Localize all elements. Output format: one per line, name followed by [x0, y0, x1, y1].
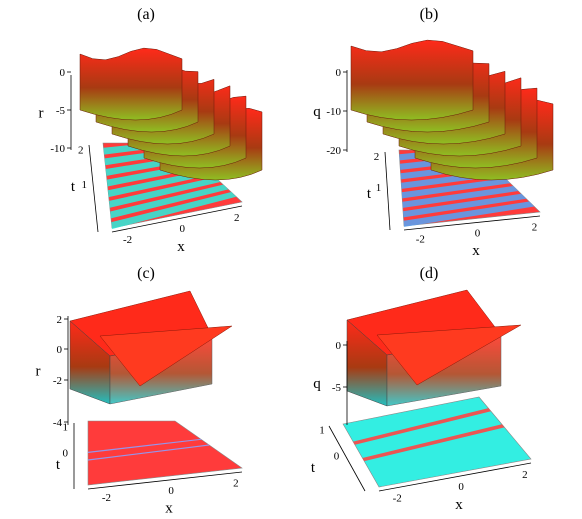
t-tick-label: 1 — [319, 424, 325, 436]
contour-plane — [87, 420, 243, 486]
contour-stripe — [403, 193, 527, 218]
x-tick-label: 2 — [234, 212, 240, 224]
x-tick-label: -2 — [123, 234, 132, 246]
t-axis-label: t — [367, 186, 372, 202]
surface-ridge — [79, 47, 183, 121]
z-axis: 0 -10 -20 — [326, 67, 348, 157]
contour-stripe — [88, 444, 210, 461]
panel-d: (d) 0 -5 q 0 1 t -2 0 2 x — [291, 259, 582, 518]
z-tick-label: 2 — [57, 314, 63, 326]
surface-ridge — [350, 39, 474, 121]
t-tick-label: 2 — [374, 151, 380, 163]
x-tick-label: 0 — [168, 485, 174, 497]
x-axis-line — [378, 462, 532, 492]
x-axis-label: x — [165, 501, 173, 517]
contour-stripe — [110, 184, 229, 219]
x-tick-label: 0 — [475, 227, 481, 239]
x-tick-label: 0 — [179, 223, 185, 235]
x-axis: -2 0 2 — [111, 205, 243, 246]
x-axis-line — [111, 205, 243, 233]
z-tick-label: 0 — [60, 67, 66, 79]
x-axis-line — [403, 215, 541, 231]
panel-a: (a) 0 -5 -10 r 1 2 t -2 0 2 x — [0, 0, 291, 259]
panel-b: (b) 0 -10 -20 q 1 2 t -2 0 2 x — [291, 0, 582, 259]
panel-c: (c) 2 0 -2 -4 r 0 1 t -2 0 2 x — [0, 259, 291, 518]
surface — [350, 39, 554, 181]
z-axis-label: q — [313, 104, 321, 120]
t-axis-line — [328, 425, 366, 492]
contour-stripe — [353, 408, 491, 445]
surface — [69, 290, 233, 405]
z-axis-label: r — [39, 106, 44, 122]
z-axis: 2 0 -2 -4 — [53, 314, 69, 429]
t-axis-line — [384, 151, 391, 231]
contour-stripe — [88, 438, 202, 453]
contour-stripe — [402, 186, 519, 208]
surface-tilted-plane — [99, 325, 233, 387]
z-tick-label: -5 — [56, 105, 66, 117]
t-axis: 12 — [78, 144, 99, 233]
x-tick-label: 0 — [458, 481, 464, 493]
t-axis-label: t — [311, 460, 316, 476]
z-tick-label: 0 — [57, 344, 63, 356]
panel-label: (a) — [137, 6, 155, 23]
t-axis-line — [88, 144, 99, 233]
z-tick-label: -2 — [53, 375, 62, 387]
x-axis: -2 0 2 — [87, 471, 243, 504]
surface — [346, 289, 522, 407]
t-tick-label: 1 — [63, 421, 69, 433]
t-tick-label: 1 — [82, 179, 88, 191]
z-tick-label: 0 — [336, 340, 342, 352]
x-tick-label: -2 — [102, 492, 111, 504]
z-tick-label: 0 — [336, 67, 342, 79]
contour-fill — [87, 420, 243, 486]
z-axis: 0 -5 — [332, 340, 348, 425]
contour-stripe — [401, 178, 511, 199]
x-axis-label: x — [455, 497, 463, 513]
t-axis-label: t — [56, 457, 61, 473]
surface-tilted-plane — [376, 324, 522, 386]
x-axis-label: x — [472, 243, 480, 259]
x-tick-label: -2 — [416, 233, 425, 245]
z-tick-label: -20 — [326, 145, 341, 157]
contour-stripe — [403, 201, 535, 227]
x-axis: -2 0 2 — [378, 462, 532, 505]
t-axis-label: t — [71, 179, 76, 195]
z-axis-label: q — [313, 376, 321, 392]
z-tick-label: -5 — [332, 382, 342, 394]
contour-stripe — [109, 177, 221, 208]
surface — [79, 47, 263, 181]
contour-stripe — [111, 192, 237, 229]
panel-label: (c) — [137, 265, 155, 282]
t-axis: 01 — [319, 424, 366, 492]
z-tick-label: -10 — [326, 106, 341, 118]
contour-plane — [342, 396, 532, 488]
x-tick-label: 2 — [522, 469, 528, 481]
x-axis-line — [87, 471, 243, 490]
x-axis-label: x — [177, 239, 185, 255]
panel-label: (b) — [419, 6, 439, 23]
z-axis: 0 -5 -10 — [50, 67, 72, 155]
x-tick-label: 2 — [233, 478, 239, 490]
x-tick-label: -2 — [393, 493, 402, 505]
panel-label: (d) — [419, 265, 439, 282]
z-axis-label: r — [36, 364, 41, 380]
t-axis: 12 — [374, 151, 391, 231]
z-tick-label: -4 — [53, 417, 63, 429]
t-tick-label: 2 — [78, 144, 84, 156]
z-tick-label: -10 — [50, 143, 65, 155]
t-tick-label: 0 — [63, 448, 69, 460]
t-tick-label: 1 — [376, 182, 382, 194]
contour-stripe — [362, 424, 505, 462]
t-axis: 01 — [63, 421, 75, 489]
x-axis: -2 0 2 — [403, 215, 541, 245]
t-tick-label: 0 — [334, 450, 340, 462]
x-tick-label: 2 — [532, 222, 538, 234]
